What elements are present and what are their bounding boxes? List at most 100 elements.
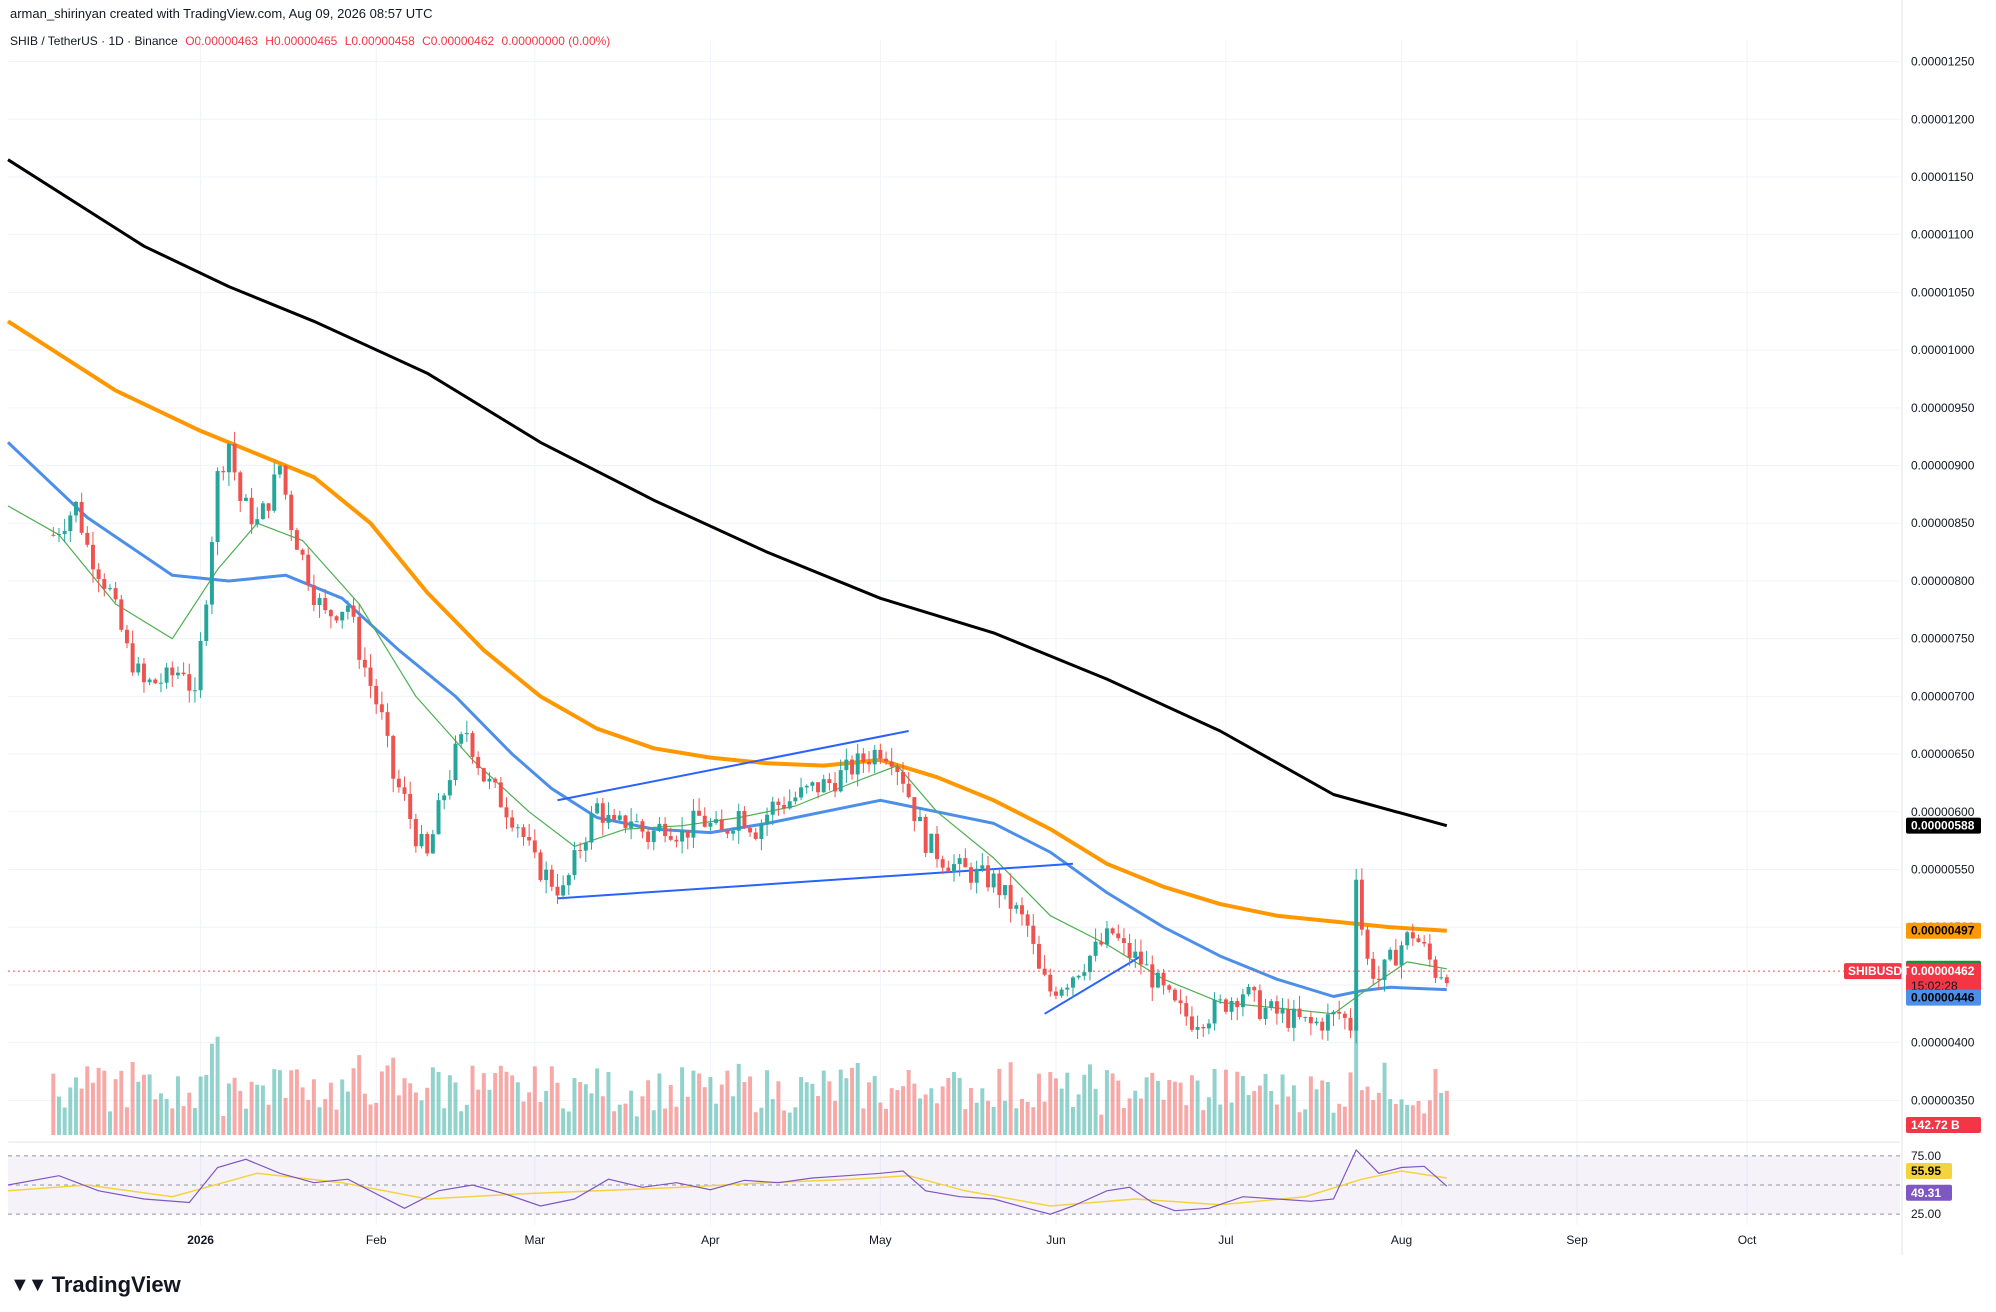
volume-bar	[895, 1090, 900, 1135]
volume-bar	[340, 1079, 345, 1135]
volume-bar	[1393, 1103, 1398, 1135]
candle-body	[872, 749, 877, 765]
candle-body	[221, 471, 226, 473]
time-tick-label: Oct	[1738, 1233, 1757, 1247]
volume-bar	[1359, 1090, 1364, 1135]
volume-bar	[1331, 1112, 1336, 1135]
volume-bar	[1093, 1088, 1098, 1135]
volume-bar	[855, 1062, 860, 1135]
candle-body	[1042, 968, 1047, 975]
candle-body	[238, 472, 243, 501]
volume-bar	[442, 1108, 447, 1135]
candle-body	[765, 814, 770, 824]
candle-body	[249, 497, 254, 525]
time-tick-label: May	[869, 1233, 892, 1247]
candle-body	[102, 579, 107, 589]
candle-body	[1167, 985, 1172, 990]
volume-bar	[1053, 1078, 1058, 1135]
candle-body	[51, 534, 56, 536]
volume-bar	[906, 1070, 911, 1135]
volume-bar	[680, 1067, 685, 1135]
volume-bar	[810, 1083, 815, 1135]
candle-body	[697, 810, 702, 816]
volume-bar	[884, 1108, 889, 1135]
volume-bar	[889, 1088, 894, 1135]
candle-body	[1138, 951, 1143, 965]
volume-bar	[765, 1070, 770, 1135]
candle-body	[277, 465, 282, 475]
volume-bar	[1433, 1069, 1438, 1135]
candle-body	[1099, 941, 1104, 945]
candle-body	[1155, 972, 1160, 988]
price-tick-label: 0.00001200	[1911, 112, 1975, 126]
candle-body	[816, 782, 821, 793]
candle-body	[589, 813, 594, 843]
volume-bar	[334, 1109, 339, 1135]
time-tick-label: Jul	[1218, 1233, 1233, 1247]
candle-body	[833, 783, 838, 792]
volume-bar	[221, 1116, 226, 1135]
volume-bar	[663, 1108, 668, 1135]
candle-body	[1014, 905, 1019, 909]
candle-body	[1036, 943, 1041, 969]
candle-body	[884, 758, 889, 762]
candle-body	[736, 810, 741, 831]
volume-bar	[238, 1090, 243, 1135]
candle-body	[442, 795, 447, 801]
candle-body	[668, 836, 673, 840]
volume-tag-bg	[1906, 1117, 1981, 1133]
candle-body	[425, 833, 430, 854]
volume-bar	[430, 1067, 435, 1135]
time-tick-label: Feb	[366, 1233, 387, 1247]
volume-bar	[266, 1104, 271, 1135]
candle-body	[1076, 975, 1081, 978]
volume-bar	[79, 1088, 84, 1135]
volume-bar	[311, 1079, 316, 1135]
candle-body	[600, 803, 605, 823]
candle-body	[651, 830, 656, 843]
volume-bar	[1144, 1077, 1149, 1135]
candle-body	[430, 834, 435, 854]
candle-body	[493, 778, 498, 783]
candle-body	[674, 839, 679, 842]
symbol-legend[interactable]: SHIB / TetherUS · 1D · Binance O0.000004…	[10, 34, 614, 48]
symbol-tag-bg	[1844, 963, 1902, 980]
candle-body	[850, 759, 855, 775]
volume-bar	[1405, 1104, 1410, 1135]
sma200-price-tag: 0.00000588	[1911, 819, 1975, 833]
candle-body	[113, 588, 118, 600]
rsi-ma-tag: 55.95	[1911, 1164, 1941, 1178]
candle-body	[997, 873, 1002, 896]
candle-body	[447, 780, 452, 796]
candle-body	[328, 610, 333, 617]
volume-bar	[323, 1099, 328, 1135]
volume-bar	[804, 1082, 809, 1135]
volume-bar	[124, 1107, 129, 1135]
volume-bar	[946, 1078, 951, 1135]
price-tick-label: 0.00000750	[1911, 632, 1975, 646]
volume-bar	[464, 1104, 469, 1135]
candle-body	[323, 597, 328, 611]
candle-body	[464, 733, 469, 735]
volume-bar	[1235, 1071, 1240, 1135]
candle-body	[357, 616, 362, 660]
volume-bar	[821, 1070, 826, 1135]
volume-bar	[991, 1106, 996, 1135]
volume-bar	[691, 1070, 696, 1135]
candle-body	[663, 823, 668, 837]
candle-body	[1235, 1001, 1240, 1008]
volume-bar	[113, 1079, 118, 1135]
candle-body	[1331, 1011, 1336, 1015]
tradingview-brand[interactable]: ▼▼ TradingView	[10, 1272, 181, 1298]
volume-bar	[742, 1081, 747, 1135]
symbol-name[interactable]: SHIB / TetherUS · 1D · Binance	[10, 34, 178, 48]
candle-body	[657, 823, 662, 831]
price-tick-label: 0.00000950	[1911, 401, 1975, 415]
candle-body	[617, 815, 622, 820]
volume-bar	[85, 1066, 90, 1135]
volume-bar	[1099, 1114, 1104, 1135]
candle-body	[1025, 914, 1030, 926]
volume-bar	[481, 1073, 486, 1135]
price-tick-label: 0.00001000	[1911, 343, 1975, 357]
